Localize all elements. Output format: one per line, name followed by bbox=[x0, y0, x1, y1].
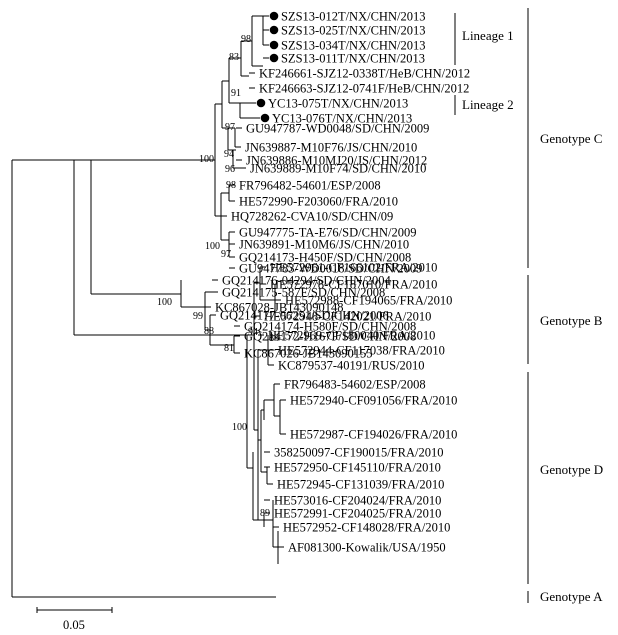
taxon-label: HE572987-CF194026/FRA/2010 bbox=[290, 428, 457, 442]
taxon-label: HE572952-CF148028/FRA/2010 bbox=[283, 521, 450, 535]
bootstrap-value: 81 bbox=[224, 343, 234, 354]
taxon-label: KF246661-SJZ12-0338T/HeB/CHN/2012 bbox=[259, 67, 470, 81]
taxon-label: 358250097-CF190015/FRA/2010 bbox=[274, 446, 443, 460]
genotype-label: Genotype A bbox=[540, 589, 603, 604]
taxon-label: GQ214175-587F/SD/CHN/2008 bbox=[222, 286, 385, 300]
sample-marker-dot bbox=[269, 40, 279, 50]
bootstrap-value: 100 bbox=[199, 154, 214, 165]
taxon-label: GU947783-WD0018/SD/CHN/2009 bbox=[239, 262, 422, 276]
taxon-label: KC879537-40191/RUS/2010 bbox=[278, 359, 425, 373]
scale-bar-label: 0.05 bbox=[63, 618, 85, 632]
bootstrap-value: 89 bbox=[260, 508, 270, 519]
taxon-label: HE572969-CF180040/FRA/2010 bbox=[268, 329, 435, 343]
bootstrap-value: 83 bbox=[269, 333, 279, 344]
taxon-label: SZS13-034T/NX/CHN/2013 bbox=[281, 39, 425, 53]
bootstrap-value: 96 bbox=[225, 164, 235, 175]
bootstrap-value: 97 bbox=[221, 249, 231, 260]
sample-marker-dot bbox=[269, 11, 279, 21]
taxon-label: JN639889-M10F74/SD/CHN/2010 bbox=[250, 162, 426, 176]
bootstrap-value: 98 bbox=[241, 34, 251, 45]
taxon-label: GQ214174-H580F/SD/CHN/2008 bbox=[244, 320, 416, 334]
lineage-label: Lineage 1 bbox=[462, 28, 514, 43]
bootstrap-value: 83 bbox=[229, 52, 239, 63]
taxon-label: SZS13-011T/NX/CHN/2013 bbox=[281, 52, 425, 66]
taxon-label: HE573016-CF204024/FRA/2010 bbox=[274, 494, 441, 508]
taxon-label: HE572950-CF145110/FRA/2010 bbox=[274, 461, 441, 475]
bootstrap-value: 98 bbox=[226, 180, 236, 191]
taxon-label: HE572944-CF117038/FRA/2010 bbox=[278, 344, 445, 358]
sample-marker-dot bbox=[260, 113, 270, 123]
taxon-label: KC867026-JB143090155 bbox=[244, 347, 372, 361]
sample-marker-dot bbox=[269, 25, 279, 35]
taxon-label: HE572990-F203060/FRA/2010 bbox=[239, 195, 398, 209]
bootstrap-value: 88 bbox=[204, 326, 214, 337]
taxon-label: JN639891-M10M6/JS/CHN/2010 bbox=[239, 238, 409, 252]
taxon-label: GQ214177-06251/SD/CHN/2006 bbox=[220, 309, 389, 323]
taxon-label: HE572991-CF204025/FRA/2010 bbox=[274, 507, 441, 521]
group-labels: Lineage 1 Lineage 2 Genotype C Genotype … bbox=[462, 28, 603, 604]
taxon-label: GU947787-WD0048/SD/CHN/2009 bbox=[246, 122, 429, 136]
lineage-label: Lineage 2 bbox=[462, 97, 514, 112]
genotype-label: Genotype B bbox=[540, 313, 603, 328]
taxon-label: HE572945-CF131039/FRA/2010 bbox=[277, 478, 444, 492]
taxon-label: HQ728262-CVA10/SD/CHN/09 bbox=[231, 210, 393, 224]
taxon-label: HE572961-CF166102/FRA/2010 bbox=[270, 261, 437, 275]
genotype-label: Genotype C bbox=[540, 131, 602, 146]
scale-bar: 0.05 bbox=[36, 607, 113, 632]
tree-branches bbox=[11, 15, 281, 598]
group-brackets bbox=[454, 8, 529, 603]
taxon-label: GQ214172-H167F/SD/CHN/2008 bbox=[244, 330, 416, 344]
taxon-label: SZS13-025T/NX/CHN/2013 bbox=[281, 24, 425, 38]
taxon-label: JN639887-M10F76/JS/CHN/2010 bbox=[245, 141, 417, 155]
bootstrap-value: 94 bbox=[224, 149, 234, 160]
genotype-label: Genotype D bbox=[540, 462, 603, 477]
taxon-label: JN639886-M10MJ20/JS/CHN/2012 bbox=[246, 154, 427, 168]
taxon-label: HE572940-CF091056/FRA/2010 bbox=[290, 394, 457, 408]
bootstrap-value: 94 bbox=[248, 327, 258, 338]
taxon-label: KC867028-JB143090148 bbox=[215, 301, 343, 315]
sample-marker-dot bbox=[269, 53, 279, 63]
taxon-label: GQ214173-H450F/SD/CHN/2008 bbox=[239, 251, 411, 265]
bootstrap-value: 100 bbox=[232, 422, 247, 433]
bootstrap-value: 100 bbox=[205, 241, 220, 252]
taxon-label: FR796482-54601/ESP/2008 bbox=[239, 179, 381, 193]
taxon-label: GU947775-TA-E76/SD/CHN/2009 bbox=[239, 226, 416, 240]
taxon-label: SZS13-012T/NX/CHN/2013 bbox=[281, 10, 425, 24]
sample-marker-dot bbox=[256, 98, 266, 108]
bootstrap-value: 97 bbox=[225, 122, 235, 133]
taxon-label: HE572948-CF142021/FRA/2010 bbox=[264, 310, 431, 324]
bootstrap-value: 99 bbox=[193, 311, 203, 322]
bootstrap-value: 100 bbox=[157, 297, 172, 308]
taxon-label: YC13-075T/NX/CHN/2013 bbox=[268, 97, 408, 111]
taxon-label: HE572978-CF187010/FRA/2010 bbox=[270, 278, 437, 292]
leaf-labels: SZS13-012T/NX/CHN/2013SZS13-025T/NX/CHN/… bbox=[205, 10, 470, 555]
taxon-label: KF246663-SJZ12-0741F/HeB/CHN/2012 bbox=[259, 82, 469, 96]
taxon-label: YC13-076T/NX/CHN/2013 bbox=[272, 112, 412, 126]
taxon-label: FR796483-54602/ESP/2008 bbox=[284, 378, 426, 392]
taxon-label: HE572988-CF194065/FRA/2010 bbox=[285, 294, 452, 308]
taxon-label: AF081300-Kowalik/USA/1950 bbox=[288, 541, 446, 555]
bootstrap-value: 91 bbox=[231, 88, 241, 99]
